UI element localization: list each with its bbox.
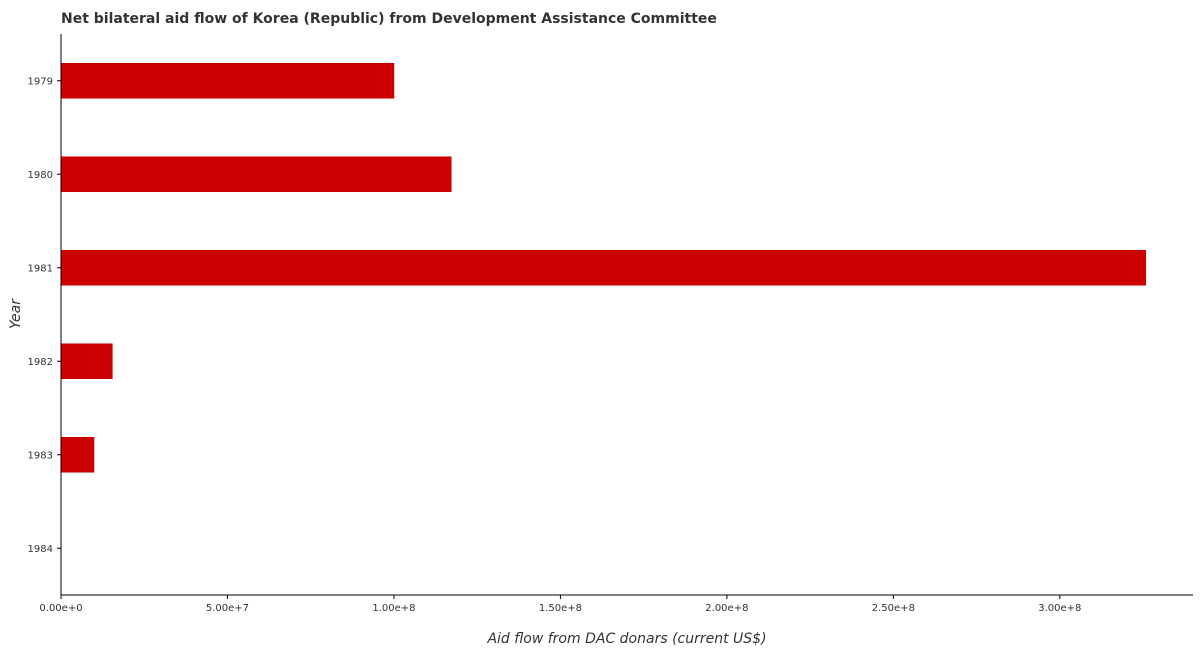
bar-1983 — [61, 436, 95, 473]
x-axis-label: Aid flow from DAC donars (current US$) — [486, 631, 766, 647]
y-tick-label: 1984 — [28, 544, 53, 555]
x-axis-ticks: 0.00e+0 5.00e+7 1.00e+8 1.50e+8 2.00e+8 2.50e… — [39, 595, 1081, 614]
bar-1979 — [61, 62, 395, 99]
x-tick-label: 2.50e+8 — [872, 603, 915, 614]
x-tick-label: 3.00e+8 — [1038, 603, 1081, 614]
bar-1982 — [61, 343, 113, 380]
y-tick-label: 1979 — [28, 76, 53, 87]
y-axis-label: Year — [8, 298, 24, 329]
y-axis-ticks: 1979 1980 1981 1982 1983 1984 — [28, 76, 61, 555]
bars — [61, 62, 1147, 473]
x-tick-label: 5.00e+7 — [206, 603, 249, 614]
x-tick-label: 1.50e+8 — [539, 603, 582, 614]
y-tick-label: 1981 — [28, 263, 53, 274]
bar-1981 — [61, 249, 1147, 286]
y-tick-label: 1983 — [28, 450, 53, 461]
x-tick-label: 1.00e+8 — [372, 603, 415, 614]
y-tick-label: 1982 — [28, 357, 53, 368]
x-tick-label: 2.00e+8 — [705, 603, 748, 614]
x-tick-label: 0.00e+0 — [39, 603, 82, 614]
y-tick-label: 1980 — [28, 170, 53, 181]
bar-1980 — [61, 156, 452, 193]
chart-title: Net bilateral aid flow of Korea (Republi… — [61, 11, 717, 27]
